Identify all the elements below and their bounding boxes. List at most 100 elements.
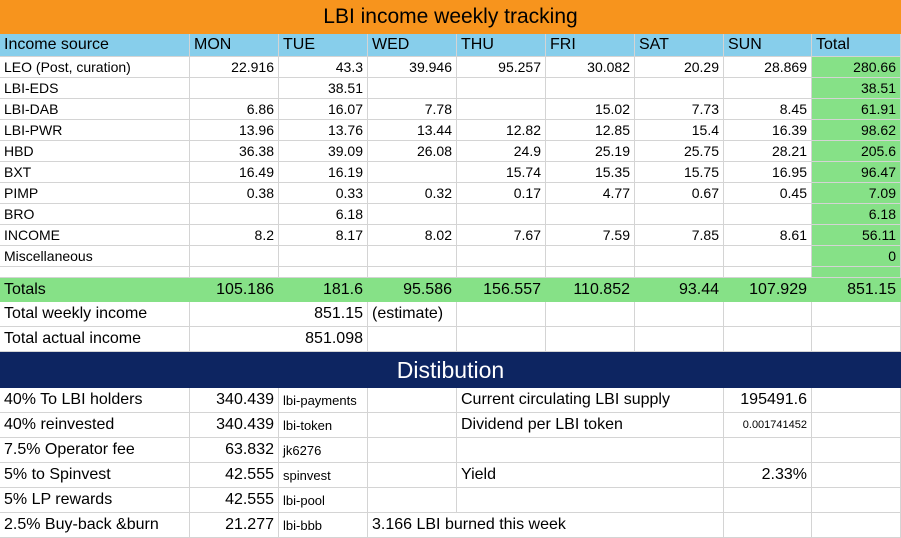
empty-cell[interactable] <box>368 438 457 463</box>
cell-sun[interactable] <box>724 204 812 225</box>
row-label[interactable]: LBI-PWR <box>0 120 190 141</box>
cell-fri[interactable]: 12.85 <box>546 120 635 141</box>
cell-fri[interactable]: 15.35 <box>546 162 635 183</box>
cell-mon[interactable]: 22.916 <box>190 57 279 78</box>
totals-label[interactable]: Totals <box>0 278 190 302</box>
cell-mon[interactable]: 36.38 <box>190 141 279 162</box>
dist-account[interactable]: lbi-token <box>279 413 368 438</box>
cell-sat[interactable]: 7.85 <box>635 225 724 246</box>
cell-mon[interactable] <box>190 78 279 99</box>
empty-cell[interactable] <box>635 302 724 327</box>
dist-account[interactable]: spinvest <box>279 463 368 488</box>
cell-fri[interactable]: 25.19 <box>546 141 635 162</box>
cell-thu[interactable]: 0.17 <box>457 183 546 204</box>
dist-label[interactable]: 40% To LBI holders <box>0 388 190 413</box>
cell-total[interactable]: 0 <box>812 246 901 267</box>
dist-info-value[interactable]: 195491.6 <box>724 388 812 413</box>
cell-fri[interactable] <box>546 78 635 99</box>
empty-cell[interactable] <box>812 463 901 488</box>
cell-total[interactable]: 96.47 <box>812 162 901 183</box>
empty-cell[interactable] <box>812 513 901 538</box>
cell-tue[interactable] <box>279 246 368 267</box>
empty-cell[interactable] <box>368 463 457 488</box>
weekly-income-label[interactable]: Total weekly income <box>0 302 190 327</box>
dist-info-value[interactable] <box>724 488 812 513</box>
cell-wed[interactable] <box>368 246 457 267</box>
dist-info-value[interactable]: 2.33% <box>724 463 812 488</box>
empty-cell[interactable] <box>724 267 812 278</box>
cell-tue[interactable]: 16.07 <box>279 99 368 120</box>
empty-cell[interactable] <box>546 327 635 352</box>
dist-label[interactable]: 7.5% Operator fee <box>0 438 190 463</box>
empty-cell[interactable] <box>812 438 901 463</box>
cell-total[interactable]: 61.91 <box>812 99 901 120</box>
totals-fri[interactable]: 110.852 <box>546 278 635 302</box>
cell-sat[interactable]: 20.29 <box>635 57 724 78</box>
dist-info-label[interactable]: Dividend per LBI token <box>457 413 724 438</box>
actual-income-label[interactable]: Total actual income <box>0 327 190 352</box>
cell-tue[interactable]: 13.76 <box>279 120 368 141</box>
dist-amount[interactable]: 340.439 <box>190 388 279 413</box>
cell-mon[interactable]: 13.96 <box>190 120 279 141</box>
totals-mon[interactable]: 105.186 <box>190 278 279 302</box>
cell-thu[interactable] <box>457 204 546 225</box>
cell-thu[interactable] <box>457 78 546 99</box>
cell-fri[interactable]: 7.59 <box>546 225 635 246</box>
row-label[interactable]: LBI-EDS <box>0 78 190 99</box>
cell-fri[interactable] <box>546 246 635 267</box>
empty-cell[interactable] <box>635 327 724 352</box>
empty-cell[interactable] <box>812 488 901 513</box>
cell-mon[interactable] <box>190 246 279 267</box>
cell-total[interactable]: 205.6 <box>812 141 901 162</box>
cell-sun[interactable]: 28.869 <box>724 57 812 78</box>
weekly-income-value[interactable]: 851.15 <box>190 302 368 327</box>
dist-info-label[interactable]: Current circulating LBI supply <box>457 388 724 413</box>
dist-info-value[interactable]: 0.001741452 <box>724 413 812 438</box>
cell-sat[interactable] <box>635 204 724 225</box>
empty-cell[interactable] <box>812 327 901 352</box>
cell-tue[interactable]: 39.09 <box>279 141 368 162</box>
cell-thu[interactable]: 12.82 <box>457 120 546 141</box>
cell-sun[interactable]: 8.45 <box>724 99 812 120</box>
row-label[interactable]: LEO (Post, curation) <box>0 57 190 78</box>
dist-label[interactable]: 40% reinvested <box>0 413 190 438</box>
empty-cell[interactable] <box>812 267 901 278</box>
cell-mon[interactable]: 0.38 <box>190 183 279 204</box>
totals-wed[interactable]: 95.586 <box>368 278 457 302</box>
cell-tue[interactable]: 16.19 <box>279 162 368 183</box>
dist-amount[interactable]: 21.277 <box>190 513 279 538</box>
dist-info-value[interactable] <box>724 513 812 538</box>
cell-total[interactable]: 38.51 <box>812 78 901 99</box>
dist-account[interactable]: lbi-pool <box>279 488 368 513</box>
totals-sat[interactable]: 93.44 <box>635 278 724 302</box>
dist-label[interactable]: 5% LP rewards <box>0 488 190 513</box>
cell-wed[interactable]: 26.08 <box>368 141 457 162</box>
empty-cell[interactable] <box>457 302 546 327</box>
empty-cell[interactable] <box>368 488 457 513</box>
cell-wed[interactable]: 39.946 <box>368 57 457 78</box>
dist-info-label[interactable]: 3.166 LBI burned this week <box>368 513 724 538</box>
dist-account[interactable]: lbi-payments <box>279 388 368 413</box>
dist-info-value[interactable] <box>724 438 812 463</box>
row-label[interactable]: Miscellaneous <box>0 246 190 267</box>
dist-amount[interactable]: 63.832 <box>190 438 279 463</box>
cell-sun[interactable] <box>724 78 812 99</box>
totals-total[interactable]: 851.15 <box>812 278 901 302</box>
header-wed[interactable]: WED <box>368 34 457 57</box>
empty-cell[interactable] <box>724 302 812 327</box>
empty-cell[interactable] <box>368 267 457 278</box>
empty-cell[interactable] <box>279 267 368 278</box>
empty-cell[interactable] <box>368 327 457 352</box>
cell-sat[interactable] <box>635 78 724 99</box>
header-tue[interactable]: TUE <box>279 34 368 57</box>
cell-sat[interactable] <box>635 246 724 267</box>
cell-thu[interactable]: 15.74 <box>457 162 546 183</box>
empty-cell[interactable] <box>812 413 901 438</box>
cell-fri[interactable]: 4.77 <box>546 183 635 204</box>
dist-amount[interactable]: 340.439 <box>190 413 279 438</box>
cell-wed[interactable]: 13.44 <box>368 120 457 141</box>
empty-cell[interactable] <box>190 267 279 278</box>
totals-tue[interactable]: 181.6 <box>279 278 368 302</box>
cell-mon[interactable] <box>190 204 279 225</box>
cell-wed[interactable] <box>368 78 457 99</box>
